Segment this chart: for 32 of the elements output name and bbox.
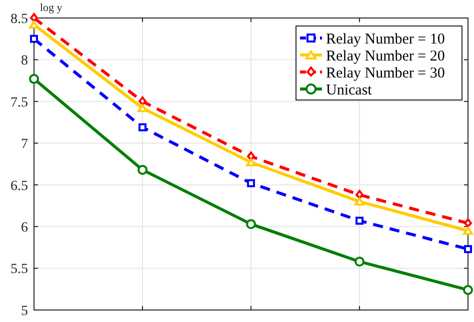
point — [464, 218, 472, 228]
y-tick-label: 7.5 — [10, 95, 28, 110]
y-tick-label: 8.5 — [10, 12, 28, 27]
point — [138, 123, 146, 132]
point — [463, 226, 473, 235]
point — [464, 245, 472, 254]
y-axis-title: log y — [40, 2, 63, 14]
point — [138, 104, 148, 112]
legend-label: Relay Number = 10 — [326, 31, 445, 48]
point — [30, 34, 38, 43]
point — [246, 158, 256, 166]
point — [30, 13, 38, 22]
legend-label: Relay Number = 30 — [326, 65, 445, 82]
point — [247, 151, 255, 160]
y-tick-label: 8 — [21, 54, 28, 69]
y-tick-label: 6.5 — [10, 178, 28, 194]
y-tick-label: 5 — [21, 304, 28, 319]
legend-label: Unicast — [326, 82, 373, 98]
point — [138, 96, 146, 106]
point — [354, 198, 364, 206]
point — [356, 216, 364, 225]
legend-label: Relay Number = 20 — [326, 48, 445, 64]
point — [463, 284, 473, 295]
point — [138, 164, 148, 175]
y-tick-label: 7 — [21, 137, 28, 152]
point — [356, 190, 364, 199]
point — [247, 179, 255, 188]
y-tick-label: 6 — [21, 220, 28, 236]
point — [29, 74, 39, 84]
point — [246, 219, 256, 230]
point — [354, 256, 364, 267]
y-tick-label: 5.5 — [10, 262, 28, 278]
